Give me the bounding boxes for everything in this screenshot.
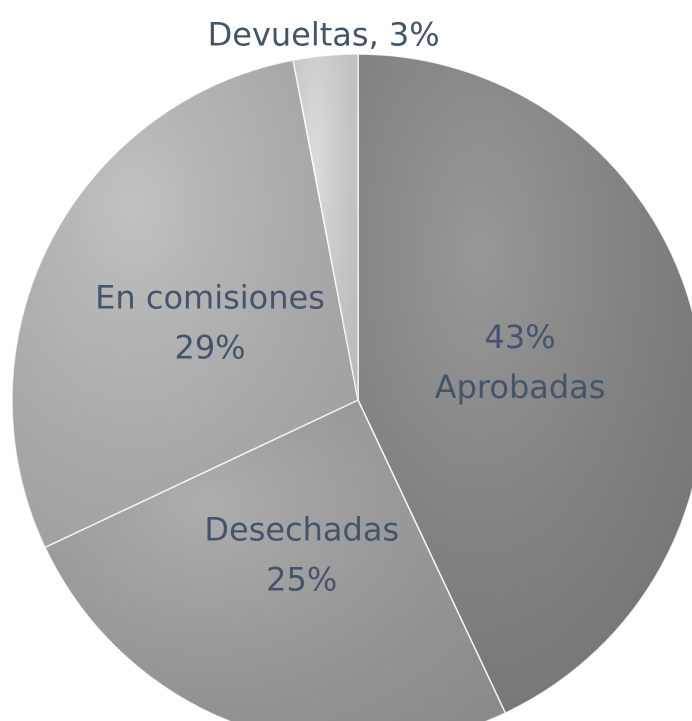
data-label: 43% (485, 318, 556, 356)
data-labels: 43% Aprobadas Desechadas 25% En comisiones 29… (95, 16, 605, 599)
data-label: Devueltas, 3% (208, 16, 440, 54)
data-label: En comisiones (95, 279, 325, 317)
data-label: 25% (266, 560, 337, 598)
data-label: Aprobadas (435, 368, 606, 406)
data-label: Desechadas (204, 510, 399, 548)
data-label: 29% (174, 329, 245, 367)
